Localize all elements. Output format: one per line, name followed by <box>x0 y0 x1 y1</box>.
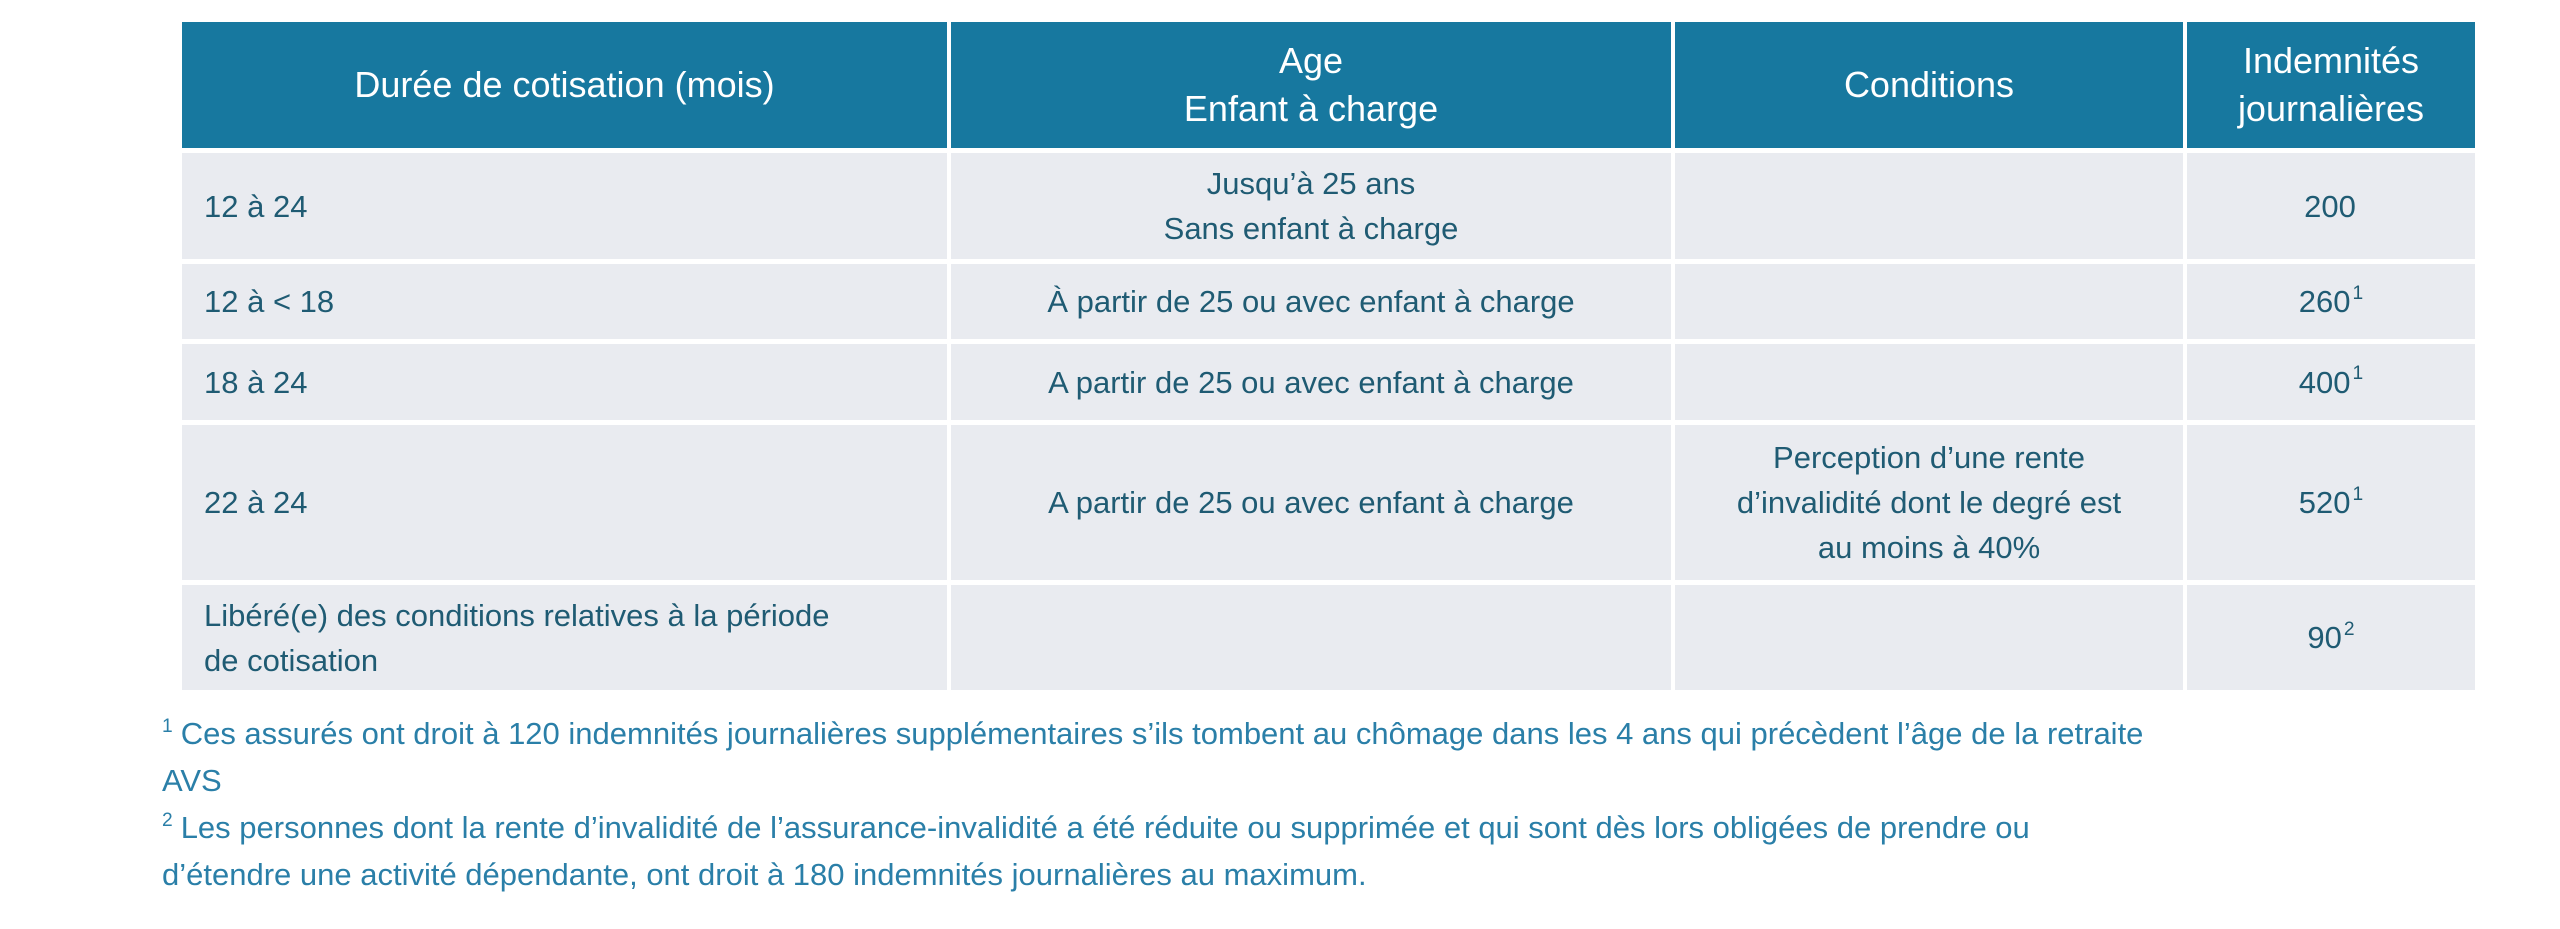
footnote-1-text: AVS <box>162 763 222 798</box>
footnote-2-marker: 2 <box>162 809 173 831</box>
cell-indemnite: 520 1 <box>2187 425 2475 580</box>
conditions-text: d’invalidité dont le degré est <box>1736 485 2122 520</box>
header-label: Enfant à charge <box>1183 88 1439 129</box>
cell-duration: 12 à < 18 <box>182 264 947 339</box>
cell-conditions <box>1675 153 2183 259</box>
header-cell-duration: Durée de cotisation (mois) <box>182 22 947 148</box>
header-label: Durée de cotisation (mois) <box>354 64 775 106</box>
conditions-text: au moins à 40% <box>1817 530 2041 565</box>
cell-indemnite: 90 2 <box>2187 585 2475 690</box>
cell-indemnite: 200 <box>2187 153 2475 259</box>
age-text: À partir de 25 ou avec enfant à charge <box>1047 284 1575 319</box>
cell-conditions <box>1675 264 2183 339</box>
header-cell-indemnites: Indemnités journalières <box>2187 22 2475 148</box>
cell-duration: 12 à 24 <box>182 153 947 259</box>
conditions-text: Perception d’une rente <box>1773 440 2085 475</box>
cell-indemnite: 400 1 <box>2187 344 2475 420</box>
footnotes-block: 1 Ces assurés ont droit à 120 indemnités … <box>162 710 2497 898</box>
age-text: A partir de 25 ou avec enfant à charge <box>1048 364 1574 400</box>
cell-age <box>951 585 1671 690</box>
cell-duration: Libéré(e) des conditions relatives à la … <box>182 585 947 690</box>
indemnite-value: 90 2 <box>2307 618 2355 655</box>
duration-text: 18 à 24 <box>204 364 308 400</box>
cell-age: À partir de 25 ou avec enfant à charge <box>951 264 1671 339</box>
indemnite-footnote-ref: 2 <box>2343 618 2355 640</box>
header-label: Age <box>1278 40 1344 82</box>
cell-conditions: Perception d’une rente d’invalidité dont… <box>1675 425 2183 580</box>
cell-age: A partir de 25 ou avec enfant à charge <box>951 425 1671 580</box>
indemnite-value: 520 1 <box>2298 483 2364 520</box>
cell-conditions <box>1675 344 2183 420</box>
cell-conditions <box>1675 585 2183 690</box>
cell-age: A partir de 25 ou avec enfant à charge <box>951 344 1671 420</box>
cell-indemnite: 260 1 <box>2187 264 2475 339</box>
duration-text: 12 à 24 <box>204 188 308 224</box>
header-label: Indemnités <box>2242 40 2420 82</box>
footnote-1-marker: 1 <box>162 715 173 737</box>
header-label: Conditions <box>1843 64 2015 106</box>
duration-text: 12 à < 18 <box>204 284 335 319</box>
footnote-1: 1 Ces assurés ont droit à 120 indemnités … <box>162 710 2497 804</box>
age-text: Jusqu’à 25 ans <box>1206 166 1416 201</box>
indemnite-value: 260 1 <box>2298 282 2364 319</box>
age-text: A partir de 25 ou avec enfant à charge <box>1048 485 1574 520</box>
footnote-2-text: d’étendre une activité dépendante, ont d… <box>162 857 1367 892</box>
cell-duration: 22 à 24 <box>182 425 947 580</box>
duration-text: 22 à 24 <box>204 485 308 520</box>
indemnite-value: 200 <box>2304 188 2356 224</box>
header-cell-age: Age Enfant à charge <box>951 22 1671 148</box>
footnote-2: 2 Les personnes dont la rente d’invalidit… <box>162 804 2497 898</box>
indemnite-footnote-ref: 1 <box>2352 282 2364 304</box>
cell-duration: 18 à 24 <box>182 344 947 420</box>
indemnite-footnote-ref: 1 <box>2352 363 2364 385</box>
cell-age: Jusqu’à 25 ans Sans enfant à charge <box>951 153 1671 259</box>
header-label: journalières <box>2237 88 2425 129</box>
footnote-1-text: Ces assurés ont droit à 120 indemnités j… <box>180 716 2144 751</box>
duration-text: Libéré(e) des conditions relatives à la … <box>204 597 830 633</box>
benefits-table: Durée de cotisation (mois) Age Enfant à … <box>182 22 2475 690</box>
footnote-2-text: Les personnes dont la rente d’invalidité… <box>180 810 2030 845</box>
indemnite-value: 400 1 <box>2298 363 2364 400</box>
header-cell-conditions: Conditions <box>1675 22 2183 148</box>
indemnite-footnote-ref: 1 <box>2352 483 2364 505</box>
age-text: Sans enfant à charge <box>1163 211 1459 246</box>
duration-text: de cotisation <box>204 642 379 678</box>
